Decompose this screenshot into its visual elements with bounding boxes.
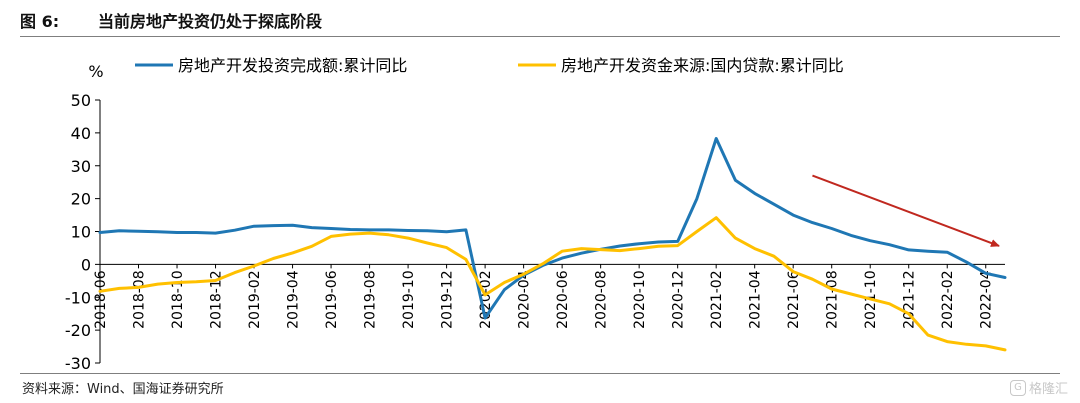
x-tick-label: 2018-06 (93, 270, 109, 329)
x-tick-label: 2019-08 (363, 270, 379, 329)
top-rule (20, 36, 1060, 37)
x-tick-label: 2021-08 (825, 270, 841, 329)
x-tick-label: 2021-02 (709, 270, 725, 329)
axes: 50 40 30 20 10 0 -10 -20 -30% 2018-06 2018-08 2018-… (65, 62, 1005, 373)
figure-title: 图 6: 当前房地产投资仍处于探底阶段 (20, 8, 322, 32)
x-tick-label: 2019-10 (401, 270, 417, 329)
x-tick-label: 2022-02 (940, 270, 956, 329)
trend-arrow (812, 174, 1000, 247)
y-tick-label: 10 (71, 223, 91, 242)
x-tick-label: 2021-04 (748, 270, 764, 329)
x-tick-label: 2019-12 (440, 270, 456, 329)
watermark: G 格隆汇 (1009, 378, 1068, 397)
source-note: 资料来源：Wind、国海证券研究所 (22, 382, 224, 397)
x-tick-label: 2018-12 (209, 270, 225, 329)
series-line-1 (98, 137, 1007, 320)
y-tick-label: 0 (81, 255, 91, 274)
x-tick-label: 2020-08 (594, 270, 610, 329)
watermark-logo-icon: G (1009, 379, 1026, 396)
x-tick-label: 2021-06 (786, 270, 802, 329)
series-line-2 (98, 216, 1007, 352)
series-lines (98, 137, 1007, 352)
legend-label: 房地产开发投资完成额:累计同比 (178, 56, 407, 75)
annotations (812, 174, 1000, 247)
x-tick-label: 2021-12 (902, 270, 918, 329)
x-tick-label: 2020-12 (671, 270, 687, 329)
x-tick-label: 2020-04 (517, 270, 533, 329)
y-tick-label: 40 (71, 124, 91, 143)
y-tick-label: -10 (65, 288, 91, 307)
figure-number: 图 6: (20, 12, 60, 31)
x-tick-label: 2019-02 (247, 270, 263, 329)
y-tick-label: 20 (71, 190, 91, 209)
x-tick-label: 2018-10 (170, 270, 186, 329)
legend: 房地产开发投资完成额:累计同比 房地产开发资金来源:国内贷款:累计同比 (135, 56, 844, 75)
y-tick-label: 30 (71, 157, 91, 176)
x-tick-label: 2020-06 (555, 270, 571, 329)
figure-title-text: 当前房地产投资仍处于探底阶段 (98, 12, 323, 31)
watermark-text: 格隆汇 (1028, 382, 1068, 397)
x-tick-label: 2019-04 (286, 270, 302, 329)
legend-label: 房地产开发资金来源:国内贷款:累计同比 (561, 56, 844, 75)
y-tick-label: 50 (71, 91, 91, 110)
x-tick-label: 2022-04 (979, 270, 995, 329)
bottom-rule (20, 373, 1060, 374)
y-tick-label: -20 (65, 321, 91, 340)
x-tick-label: 2020-02 (478, 270, 494, 329)
x-tick-label: 2019-06 (324, 270, 340, 329)
y-tick-label: -30 (65, 354, 91, 373)
x-tick-label: 2018-08 (132, 270, 148, 329)
x-tick-label: 2020-10 (632, 270, 648, 329)
y-unit-label: % (88, 62, 103, 81)
